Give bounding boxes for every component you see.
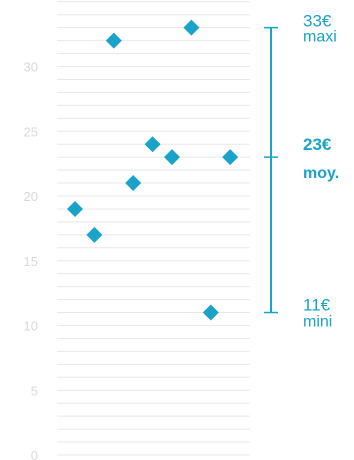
- data-points: [67, 19, 239, 321]
- data-point: [202, 304, 219, 321]
- data-point: [183, 19, 200, 36]
- range-annotation: 33€ maxi 23€ moy. 11€ mini: [264, 12, 339, 331]
- y-tick-label: 30: [24, 60, 38, 75]
- data-point: [144, 136, 161, 153]
- y-tick-label: 15: [24, 254, 38, 269]
- data-point: [86, 226, 103, 243]
- data-point: [67, 200, 83, 217]
- min-value-label: 11€: [303, 296, 331, 315]
- data-point: [125, 175, 142, 192]
- y-tick-label: 20: [24, 189, 38, 204]
- max-value-label: 33€: [303, 12, 332, 31]
- min-caption-label: mini: [303, 314, 332, 331]
- max-caption-label: maxi: [303, 29, 337, 46]
- y-axis-tick-labels: 0 5 10 15 20 25 30: [24, 60, 38, 460]
- y-tick-label: 5: [31, 383, 38, 398]
- avg-caption-label: moy.: [303, 165, 339, 182]
- y-tick-label: 25: [24, 124, 38, 139]
- avg-value-label: 23€: [303, 135, 332, 154]
- data-point: [105, 32, 122, 49]
- y-tick-label: 0: [31, 448, 38, 460]
- grid-lines: [57, 1, 250, 456]
- y-tick-label: 10: [24, 319, 38, 334]
- data-point: [164, 149, 180, 166]
- data-point: [222, 149, 239, 166]
